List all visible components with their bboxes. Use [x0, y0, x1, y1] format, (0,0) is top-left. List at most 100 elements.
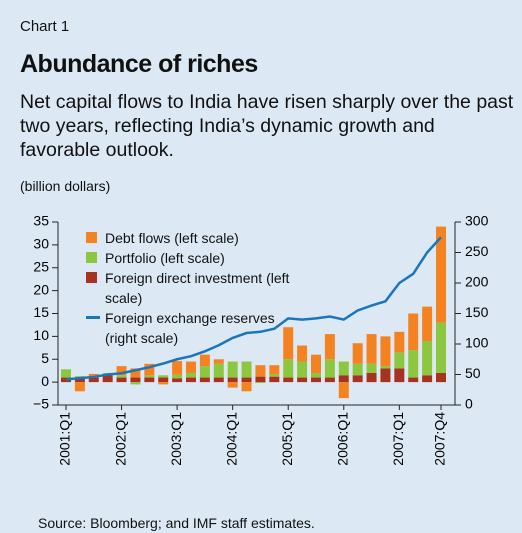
bar-segment [297, 345, 308, 362]
bar-segment [172, 361, 183, 375]
y-tick-label: −5 [33, 396, 49, 412]
y2-tick-label: 100 [465, 335, 489, 351]
y-tick-label: 35 [33, 213, 49, 229]
y2-tick-label: 200 [465, 274, 489, 290]
bar-segment [158, 375, 169, 378]
bar-segment [422, 306, 433, 341]
bar-segment [213, 377, 224, 383]
y-axis-label: (billion dollars) [20, 178, 111, 194]
x-tick-label: 2001:Q1 [57, 412, 73, 466]
bar-segment [144, 375, 155, 378]
bar-segment [422, 375, 433, 383]
y-tick-label: 20 [33, 281, 49, 297]
bar-segment [255, 382, 266, 384]
y-tick-label: 30 [33, 236, 49, 252]
x-tick-label: 2002:Q1 [112, 412, 128, 466]
bar-segment [88, 373, 99, 377]
legend-label: Foreign exchange reserves (right scale) [105, 310, 275, 346]
y2-tick-label: 150 [465, 304, 489, 320]
bar-segment [172, 374, 183, 379]
bar-segment [436, 372, 446, 383]
bar-segment [255, 365, 266, 377]
legend-item: Debt flows (left scale) [86, 228, 305, 248]
bar-segment [186, 377, 196, 383]
y-tick-label: 25 [33, 258, 49, 274]
bar-segment [436, 322, 446, 373]
bar-segment [380, 336, 391, 367]
bar-segment [74, 378, 85, 383]
bar-segment [269, 374, 280, 377]
bar-segment [338, 361, 349, 376]
legend-label: Portfolio (left scale) [105, 250, 225, 266]
bar-segment [297, 377, 308, 383]
bar-segment [366, 334, 377, 364]
legend-item: Foreign direct investment (left scale) [86, 268, 305, 308]
y2-tick-label: 250 [465, 243, 489, 259]
subtitle: Net capital flows to India have risen sh… [20, 91, 514, 161]
x-tick-label: 2007:Q4 [432, 412, 448, 466]
bar-segment [227, 382, 238, 388]
y-tick-label: 5 [41, 350, 49, 366]
bar-segment [158, 382, 169, 385]
legend-label: Foreign direct investment (left scale) [105, 270, 290, 306]
bar-segment [366, 372, 377, 383]
bar-segment [130, 382, 141, 385]
bar-segment [380, 366, 391, 369]
bar-segment [408, 377, 419, 383]
y-tick-label: 10 [33, 327, 49, 343]
bar-segment [436, 226, 446, 323]
bar-segment [408, 313, 419, 351]
title: Abundance of riches [20, 50, 258, 78]
bar-segment [213, 363, 224, 378]
bar-segment [88, 377, 99, 383]
bar-segment [394, 368, 405, 383]
bar-segment [74, 382, 85, 392]
legend-swatch [86, 272, 97, 283]
bar-segment [283, 359, 294, 378]
bar-segment [352, 343, 363, 364]
bar-segment [61, 369, 71, 378]
bar-segment [352, 375, 363, 383]
bar-segment [213, 359, 224, 364]
bar-segment [283, 377, 294, 383]
y-tick-label: 0 [41, 373, 49, 389]
bar-segment [380, 368, 391, 383]
bar-segment [366, 363, 377, 373]
legend: Debt flows (left scale) Portfolio (left s… [86, 228, 305, 348]
bar-segment [255, 376, 266, 383]
bar-segment [311, 377, 321, 383]
x-tick-label: 2005:Q1 [279, 412, 295, 466]
bar-segment [116, 366, 127, 376]
bar-segment [227, 377, 238, 383]
bar-segment [338, 382, 349, 399]
bar-segment [116, 377, 127, 383]
bar-segment [102, 375, 113, 383]
bar-segment [61, 377, 71, 383]
bar-segment [394, 331, 405, 353]
legend-swatch [86, 252, 97, 263]
bar-segment [338, 375, 349, 383]
source: Source: Bloomberg; and IMF staff estimat… [38, 515, 315, 531]
legend-swatch [86, 316, 100, 319]
bar-segment [186, 361, 196, 373]
bar-segment [241, 377, 252, 383]
legend-label: Debt flows (left scale) [105, 230, 239, 246]
bar-segment [130, 377, 141, 383]
bar-segment [241, 382, 252, 392]
bar-segment [144, 377, 155, 383]
x-tick-label: 2006:Q1 [334, 412, 350, 466]
bar-segment [144, 363, 155, 376]
chart: −5 0 5 10 15 20 25 30 35 0 50 100 150 200 250 300 2001:Q… [33, 213, 489, 466]
legend-swatch [86, 232, 97, 243]
bar-segment [422, 340, 433, 376]
bar-segment [241, 361, 252, 378]
bar-segment [297, 361, 308, 378]
bar-segment [408, 350, 419, 378]
bar-segment [269, 376, 280, 383]
x-tick-label: 2004:Q1 [223, 412, 239, 466]
legend-item: Portfolio (left scale) [86, 248, 305, 268]
bar-segment [394, 352, 405, 369]
bar-segment [199, 366, 210, 378]
bar-segment [324, 334, 335, 360]
